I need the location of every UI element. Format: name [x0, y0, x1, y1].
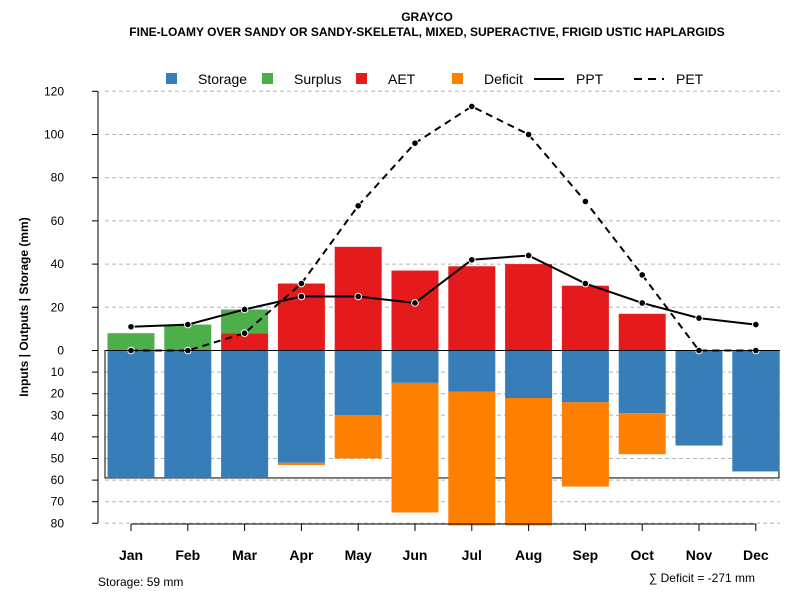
point-ppt-may	[354, 292, 363, 301]
axes: 0 20 40 60 80 100 120 10 20 30 40 50 60 70 80 Jan Feb Mar…	[44, 84, 780, 563]
bar-storage-may	[334, 350, 382, 416]
legend-label-deficit: Deficit	[484, 71, 523, 87]
point-pet-jun	[411, 139, 419, 147]
series-lines	[127, 102, 760, 355]
point-ppt-sep	[581, 279, 590, 288]
line-pet	[131, 105, 756, 352]
x-tick-label-mar: Mar	[232, 547, 257, 563]
x-tick-label-jul: Jul	[462, 547, 482, 563]
point-pet-aug	[524, 130, 533, 139]
bar-aet-mar	[221, 333, 269, 351]
legend-swatch-deficit	[452, 73, 463, 84]
bar-storage-nov	[675, 350, 723, 446]
point-ppt-aug	[524, 251, 533, 260]
point-pet-may	[354, 201, 363, 210]
legend-label-storage: Storage	[198, 71, 247, 87]
point-pet-oct	[638, 271, 647, 279]
legend-swatch-aet	[356, 73, 367, 84]
bar-aet-sep	[561, 285, 609, 351]
x-tick-label-oct: Oct	[631, 547, 655, 563]
x-tick-label-nov: Nov	[686, 547, 713, 563]
bar-storage-jul	[448, 350, 496, 392]
y-tick-label-lower: 20	[51, 387, 65, 401]
y-axis-label: Inputs | Outputs | Storage (mm)	[17, 217, 31, 396]
point-ppt-dec	[752, 320, 760, 329]
bar-storage-apr	[277, 350, 325, 463]
storage-note: Storage: 59 mm	[98, 575, 183, 589]
x-tick-label-feb: Feb	[175, 547, 200, 563]
y-tick-label-lower: 60	[51, 473, 65, 487]
bar-storage-feb	[164, 350, 212, 478]
bar-storage-dec	[732, 350, 780, 472]
bar-deficit-jul	[448, 391, 496, 526]
chart-title: GRAYCO	[401, 10, 453, 24]
y-tick-label-lower: 10	[51, 365, 65, 379]
y-tick-label-upper: 40	[51, 257, 65, 271]
point-ppt-feb	[184, 320, 192, 329]
y-tick-label-upper: 100	[44, 128, 64, 142]
legend-label-surplus: Surplus	[294, 71, 341, 87]
point-ppt-mar	[240, 305, 249, 314]
bar-aet-oct	[618, 313, 666, 351]
bar-storage-aug	[505, 350, 553, 399]
point-ppt-jan	[127, 322, 135, 331]
x-tick-label-jun: Jun	[403, 547, 428, 563]
bar-deficit-oct	[618, 413, 666, 455]
bar-deficit-sep	[561, 402, 609, 487]
legend-swatch-storage	[166, 73, 177, 84]
legend-swatch-surplus	[262, 73, 273, 84]
x-tick-label-sep: Sep	[573, 547, 599, 563]
y-tick-label-upper: 20	[51, 300, 65, 314]
legend: Storage Surplus AET Deficit PPT PET	[166, 71, 704, 87]
y-tick-label-lower: 70	[51, 495, 65, 509]
point-ppt-jun	[411, 299, 419, 307]
deficit-note: ∑ Deficit = -271 mm	[649, 571, 755, 585]
x-tick-label-aug: Aug	[515, 547, 542, 563]
bar-deficit-aug	[505, 398, 553, 526]
bar-aet-aug	[505, 264, 553, 351]
point-pet-jul	[468, 102, 476, 111]
legend-label-aet: AET	[388, 71, 416, 87]
bar-deficit-may	[334, 415, 382, 459]
bar-surplus-mar	[221, 309, 269, 334]
y-tick-label-upper: 60	[51, 214, 65, 228]
bar-aet-jul	[448, 266, 496, 351]
x-tick-label-apr: Apr	[289, 547, 314, 563]
x-tick-label-jan: Jan	[119, 547, 143, 563]
bar-aet-jun	[391, 270, 439, 351]
point-ppt-nov	[695, 314, 703, 322]
chart-subtitle: FINE-LOAMY OVER SANDY OR SANDY-SKELETAL,…	[129, 25, 724, 39]
point-ppt-apr	[297, 292, 306, 301]
y-tick-label-upper: 0	[57, 344, 64, 358]
bars	[107, 246, 780, 526]
y-tick-label-lower: 30	[51, 408, 65, 422]
x-tick-label-dec: Dec	[743, 547, 769, 563]
point-pet-apr	[297, 279, 306, 288]
bar-storage-sep	[561, 350, 609, 403]
bar-storage-jan	[107, 350, 155, 478]
bar-deficit-apr	[277, 462, 325, 465]
y-tick-label-lower: 40	[51, 430, 65, 444]
legend-label-pet: PET	[676, 71, 704, 87]
bar-storage-jun	[391, 350, 439, 383]
bar-storage-oct	[618, 350, 666, 414]
y-tick-label-lower: 50	[51, 452, 65, 466]
x-tick-label-may: May	[345, 547, 372, 563]
bar-deficit-jun	[391, 382, 439, 513]
bar-surplus-feb	[164, 324, 212, 351]
legend-label-ppt: PPT	[576, 71, 604, 87]
point-ppt-jul	[468, 255, 476, 264]
point-pet-sep	[581, 197, 590, 206]
bar-storage-mar	[221, 350, 269, 478]
point-ppt-oct	[638, 299, 647, 307]
point-pet-mar	[240, 329, 249, 338]
line-ppt	[130, 254, 756, 328]
y-tick-label-lower: 80	[51, 516, 65, 530]
y-tick-label-upper: 120	[44, 84, 64, 98]
bar-surplus-jan	[107, 333, 155, 351]
y-tick-label-upper: 80	[51, 171, 65, 185]
